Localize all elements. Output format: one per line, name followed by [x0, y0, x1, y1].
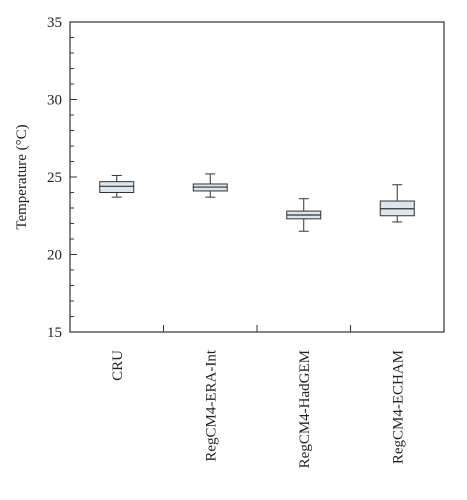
plot-frame — [69, 21, 445, 333]
box-2 — [192, 173, 228, 198]
box-4 — [379, 184, 415, 223]
iqr-box — [99, 181, 135, 193]
x-category-label: RegCM4-HadGEM — [297, 350, 313, 468]
y-axis-title: Temperature (°C) — [14, 124, 30, 229]
x-category-label: RegCM4-ERA-Int — [203, 349, 219, 461]
x-category-label: CRU — [110, 350, 126, 381]
box-1 — [99, 174, 135, 198]
y-tick-label: 35 — [47, 15, 62, 31]
y-tick-label: 30 — [47, 93, 62, 109]
box-3 — [286, 198, 322, 232]
y-tick-label: 15 — [47, 325, 62, 341]
y-tick-label: 25 — [47, 170, 62, 186]
y-tick-label: 20 — [47, 248, 62, 264]
x-category-label: RegCM4-ECHAM — [390, 350, 406, 464]
